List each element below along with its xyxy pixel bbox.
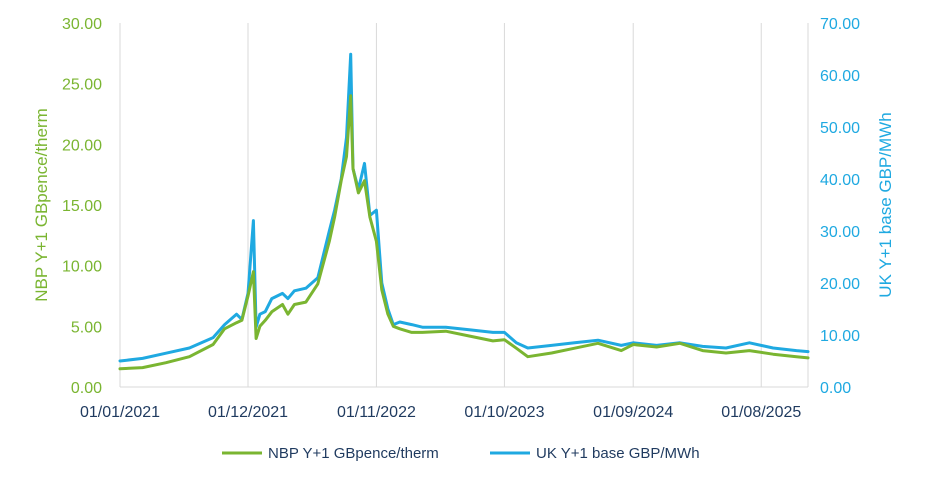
left-tick-label: 15.00 [62, 198, 102, 215]
legend: NBP Y+1 GBpence/therm UK Y+1 base GBP/MW… [222, 445, 700, 462]
left-tick-label: 5.00 [71, 319, 102, 336]
x-axis-ticks: 01/01/2021 01/12/2021 01/11/2022 01/10/2023… [80, 404, 801, 421]
left-tick-label: 30.00 [62, 16, 102, 33]
right-y-axis-ticks: 0.00 10.00 20.00 30.00 40.00 50.00 60.00 70.00 [820, 16, 860, 397]
series-line-nbp [118, 94, 810, 371]
right-tick-label: 10.00 [820, 328, 860, 345]
x-tick-label: 01/09/2024 [593, 404, 673, 421]
left-axis-title: NBP Y+1 GBpence/therm [32, 108, 51, 302]
series-line-uk [118, 52, 810, 363]
right-tick-label: 20.00 [820, 276, 860, 293]
right-tick-label: 0.00 [820, 380, 851, 397]
right-tick-label: 70.00 [820, 16, 860, 33]
right-tick-label: 40.00 [820, 172, 860, 189]
x-tick-label: 01/01/2021 [80, 404, 160, 421]
legend-label-uk: UK Y+1 base GBP/MWh [536, 445, 700, 462]
left-tick-label: 20.00 [62, 137, 102, 154]
left-tick-label: 10.00 [62, 259, 102, 276]
series-lines [118, 52, 810, 371]
x-tick-label: 01/12/2021 [208, 404, 288, 421]
x-tick-label: 01/10/2023 [464, 404, 544, 421]
legend-label-nbp: NBP Y+1 GBpence/therm [268, 445, 439, 462]
right-axis-title: UK Y+1 base GBP/MWh [876, 112, 895, 297]
right-tick-label: 50.00 [820, 120, 860, 137]
x-tick-label: 01/11/2022 [337, 404, 416, 421]
right-tick-label: 60.00 [820, 68, 860, 85]
vertical-gridlines [119, 23, 809, 387]
left-y-axis-ticks: 0.00 5.00 10.00 15.00 20.00 25.00 30.00 [62, 16, 102, 397]
right-tick-label: 30.00 [820, 224, 860, 241]
left-tick-label: 25.00 [62, 77, 102, 94]
left-tick-label: 0.00 [71, 380, 102, 397]
x-tick-label: 01/08/2025 [721, 404, 801, 421]
